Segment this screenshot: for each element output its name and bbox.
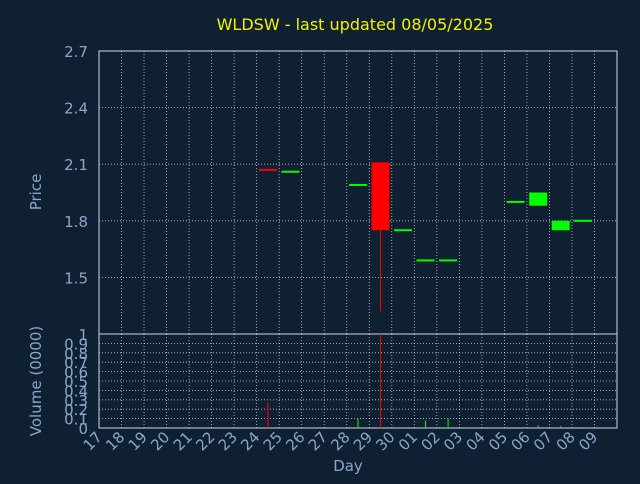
candle-body xyxy=(529,192,548,206)
volume-axis-label: Volume (0000) xyxy=(27,326,45,436)
volume-panel: 10.90.80.70.60.50.40.30.20.10 xyxy=(64,326,618,438)
price-tick-label: 2.7 xyxy=(64,43,88,61)
candle-body xyxy=(506,200,525,203)
volume-tick-label: 0.3 xyxy=(64,392,88,410)
x-axis-label: Day xyxy=(333,457,363,475)
x-tick-label: 09 xyxy=(575,428,601,454)
candle-body xyxy=(394,229,413,232)
candle-body xyxy=(371,162,390,231)
candle-body xyxy=(258,168,277,171)
candle-body xyxy=(439,259,458,262)
candle-body xyxy=(348,183,368,186)
volume-tick-label: 0 xyxy=(78,420,88,438)
volume-tick-label: 0.4 xyxy=(64,382,88,400)
price-tick-label: 2.1 xyxy=(64,156,88,174)
volume-tick-label: 0.7 xyxy=(64,354,88,372)
candle-body xyxy=(551,220,570,231)
volume-tick-label: 0.8 xyxy=(64,345,88,363)
volume-tick-label: 1 xyxy=(78,326,88,344)
volume-bar xyxy=(560,426,562,428)
price-tick-label: 2.4 xyxy=(64,100,88,118)
chart-title: WLDSW - last updated 08/05/2025 xyxy=(217,15,494,34)
volume-bar xyxy=(515,427,517,428)
candle-body xyxy=(416,259,435,262)
price-tick-label: 1.8 xyxy=(64,213,88,231)
volume-bar xyxy=(402,427,404,428)
volume-tick-label: 0.9 xyxy=(64,335,88,353)
volume-tick-label: 0.6 xyxy=(64,364,88,382)
candle-body xyxy=(281,170,300,173)
price-tick-label: 1.5 xyxy=(64,269,88,287)
price-axis-label: Price xyxy=(27,174,45,211)
volume-bar xyxy=(537,425,539,428)
volume-bar xyxy=(447,418,449,428)
volume-bar xyxy=(289,427,291,428)
volume-tick-label: 0.5 xyxy=(64,373,88,391)
candle-body xyxy=(574,219,593,222)
volume-bar xyxy=(582,427,584,428)
price-panel: 2.7 2.4 2.1 1.8 1.5 xyxy=(64,43,618,335)
volume-bar xyxy=(357,418,359,428)
volume-tick-label: 0.1 xyxy=(64,411,88,429)
volume-bar xyxy=(267,402,269,428)
volume-bar xyxy=(425,420,427,428)
x-axis: 1718192021222324252627282930010203040506… xyxy=(80,428,602,454)
volume-tick-label: 0.2 xyxy=(64,401,88,419)
volume-bar xyxy=(380,334,382,428)
